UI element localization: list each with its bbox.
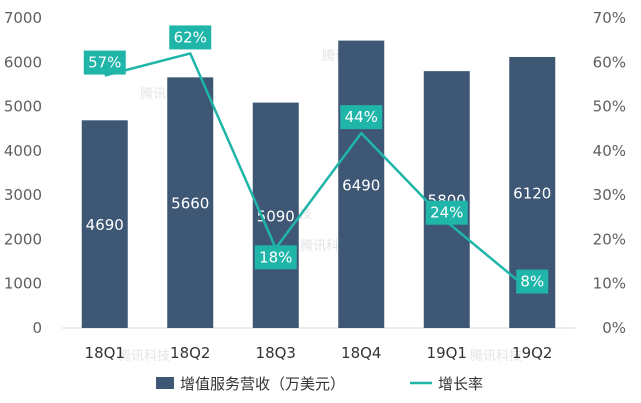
bar-18Q4 <box>338 40 385 328</box>
growth-rate-label-text: 18% <box>259 248 292 266</box>
category-label-18Q1: 18Q1 <box>85 344 125 362</box>
growth-rate-label-box <box>83 50 126 75</box>
growth-rate-label-box <box>516 269 549 294</box>
growth-rate-label-text: 62% <box>174 28 207 46</box>
category-label-19Q1: 19Q1 <box>427 344 467 362</box>
left-axis-tick-label: 0 <box>32 319 42 337</box>
growth-rate-label-text: 8% <box>520 273 544 291</box>
right-axis-tick-label: 10% <box>593 275 626 293</box>
left-axis-ticks: 0 1000 2000 3000 4000 5000 6000 7000 <box>4 9 42 337</box>
category-label-18Q4: 18Q4 <box>341 344 381 362</box>
bar-value-label: 6490 <box>342 176 380 194</box>
chart-legend: 增值服务营收（万美元） 增长率 <box>156 375 483 393</box>
bar-value-label: 5660 <box>171 195 209 213</box>
growth-rate-label-text: 24% <box>430 204 463 222</box>
left-axis-tick-label: 3000 <box>4 186 42 204</box>
category-label-18Q2: 18Q2 <box>170 344 210 362</box>
category-label-19Q2: 19Q2 <box>512 344 552 362</box>
right-axis-tick-label: 30% <box>593 186 626 204</box>
right-axis-tick-label: 70% <box>593 9 626 27</box>
growth-rate-label: 24% <box>425 200 468 225</box>
growth-rate-label: 8% <box>516 269 549 294</box>
legend-label-bar: 增值服务营收（万美元） <box>180 375 345 393</box>
left-axis-tick-label: 5000 <box>4 98 42 116</box>
growth-rate-label-text: 44% <box>345 108 378 126</box>
legend-bar-swatch <box>156 377 174 389</box>
category-axis-labels: 18Q1 18Q2 18Q3 18Q4 19Q1 19Q2 <box>85 344 553 362</box>
right-axis-tick-label: 40% <box>593 142 626 160</box>
bar-value-label: 4690 <box>86 216 124 234</box>
watermark-text: 腾讯科技 <box>118 348 170 364</box>
left-axis-tick-label: 2000 <box>4 230 42 248</box>
bar-18Q2 <box>167 77 214 328</box>
growth-rate-label: 62% <box>169 25 212 50</box>
left-axis-tick-label: 4000 <box>4 142 42 160</box>
growth-rate-label: 18% <box>254 245 297 270</box>
bar-value-label: 6120 <box>513 184 551 202</box>
growth-rate-label-text: 57% <box>88 54 121 72</box>
growth-rate-labels: 57% 62% 18% 44% 24% 8% <box>83 25 549 294</box>
growth-rate-label: 44% <box>340 105 383 130</box>
growth-rate-label-box <box>254 245 297 270</box>
right-axis-ticks: 0% 10% 20% 30% 40% 50% 60% 70% <box>593 9 626 337</box>
right-axis-tick-label: 20% <box>593 230 626 248</box>
watermark-text: 腾讯科技 <box>470 348 522 364</box>
left-axis-tick-label: 6000 <box>4 53 42 71</box>
right-axis-tick-label: 50% <box>593 98 626 116</box>
growth-rate-label-box <box>425 200 468 225</box>
right-axis-tick-label: 60% <box>593 53 626 71</box>
category-label-18Q3: 18Q3 <box>256 344 296 362</box>
growth-rate-line <box>104 52 534 294</box>
bar-series <box>81 40 556 329</box>
bar-18Q1 <box>81 120 128 328</box>
growth-rate-label-box <box>340 105 383 130</box>
bar-value-label: 5090 <box>257 207 295 225</box>
bar-19Q1 <box>423 71 470 329</box>
growth-rate-label-box <box>169 25 212 50</box>
growth-rate-label: 57% <box>83 50 126 75</box>
left-axis-tick-label: 7000 <box>4 9 42 27</box>
right-axis-tick-label: 0% <box>602 319 626 337</box>
legend-label-line: 增长率 <box>438 375 483 393</box>
left-axis-tick-label: 1000 <box>4 275 42 293</box>
